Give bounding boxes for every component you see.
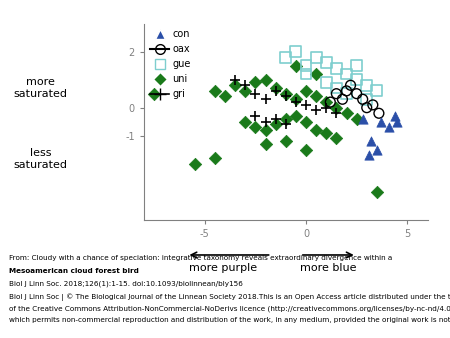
Point <box>353 77 360 82</box>
Point <box>262 141 269 147</box>
Point <box>292 49 300 54</box>
Point <box>282 122 289 127</box>
Point <box>375 111 382 116</box>
Point <box>312 127 319 133</box>
Point <box>333 111 340 116</box>
Point <box>392 113 399 119</box>
Point <box>367 139 374 144</box>
Point <box>393 119 400 124</box>
Point <box>353 116 360 122</box>
Point <box>231 77 239 82</box>
Point <box>231 82 239 88</box>
Point <box>363 82 370 88</box>
Point <box>252 91 259 96</box>
Point <box>150 91 158 96</box>
Point <box>262 119 269 124</box>
Text: less
saturated: less saturated <box>14 148 68 170</box>
Point <box>353 91 360 96</box>
Text: which permits non-commercial reproduction and distribution of the work, in any m: which permits non-commercial reproductio… <box>9 317 450 323</box>
Point <box>374 88 381 94</box>
Point <box>272 116 279 122</box>
Point <box>282 54 289 60</box>
Point <box>374 147 381 152</box>
Point <box>365 152 372 158</box>
Point <box>343 88 350 94</box>
Point <box>323 105 330 111</box>
Point <box>242 82 249 88</box>
Point <box>359 97 366 102</box>
Text: Biol J Linn Soc | © The Biological Journal of the Linnean Society 2018.This is a: Biol J Linn Soc | © The Biological Journ… <box>9 293 450 301</box>
Point <box>363 97 370 102</box>
Point <box>272 88 279 94</box>
Point <box>333 86 340 91</box>
Point <box>343 111 350 116</box>
Point <box>302 119 310 124</box>
Point <box>302 71 310 77</box>
Point <box>272 86 279 91</box>
Point <box>327 99 334 105</box>
Point <box>347 82 354 88</box>
Text: more
saturated: more saturated <box>14 77 68 99</box>
Point <box>323 130 330 136</box>
Legend: con, oax, gue, uni, gri: con, oax, gue, uni, gri <box>149 28 192 100</box>
Point <box>312 54 319 60</box>
Point <box>252 125 259 130</box>
Point <box>302 102 310 107</box>
Point <box>343 71 350 77</box>
Point <box>333 91 340 96</box>
Point <box>191 161 198 166</box>
Point <box>272 122 279 127</box>
Text: of the Creative Commons Attribution-NonCommercial-NoDerivs licence (http://creat: of the Creative Commons Attribution-NonC… <box>9 305 450 312</box>
Point <box>363 105 370 111</box>
Point <box>302 147 310 152</box>
Point <box>212 155 219 161</box>
Point <box>359 116 366 122</box>
Point <box>377 119 384 124</box>
Point <box>212 88 219 94</box>
Point <box>369 102 376 107</box>
Point <box>292 113 300 119</box>
Point <box>262 97 269 102</box>
Point <box>252 80 259 85</box>
Point <box>312 94 319 99</box>
Point <box>385 125 392 130</box>
Text: Mesoamerican cloud forest bird: Mesoamerican cloud forest bird <box>9 268 139 274</box>
Text: more purple: more purple <box>189 263 257 273</box>
Point <box>282 91 289 96</box>
Point <box>242 88 249 94</box>
Point <box>262 77 269 82</box>
Point <box>333 136 340 141</box>
Point <box>221 94 229 99</box>
Point <box>353 63 360 68</box>
Point <box>323 80 330 85</box>
Point <box>374 189 381 194</box>
Point <box>282 139 289 144</box>
Point <box>252 113 259 119</box>
Text: more blue: more blue <box>300 263 356 273</box>
Point <box>333 105 340 111</box>
Point <box>312 71 319 77</box>
Point <box>312 108 319 113</box>
Point <box>292 97 300 102</box>
Point <box>292 63 300 68</box>
Point <box>339 97 346 102</box>
Point <box>323 60 330 66</box>
Point <box>262 127 269 133</box>
Point <box>242 119 249 124</box>
Point <box>302 63 310 68</box>
Point <box>292 99 300 105</box>
Point <box>302 88 310 94</box>
Point <box>343 91 350 96</box>
Point <box>333 66 340 71</box>
Point <box>323 99 330 105</box>
Text: From: Cloudy with a chance of speciation: integrative taxonomy reveals extraordi: From: Cloudy with a chance of speciation… <box>9 255 392 261</box>
Text: Biol J Linn Soc. 2018;126(1):1-15. doi:10.1093/biolinnean/bly156: Biol J Linn Soc. 2018;126(1):1-15. doi:1… <box>9 281 243 287</box>
Point <box>282 94 289 99</box>
Point <box>282 116 289 122</box>
